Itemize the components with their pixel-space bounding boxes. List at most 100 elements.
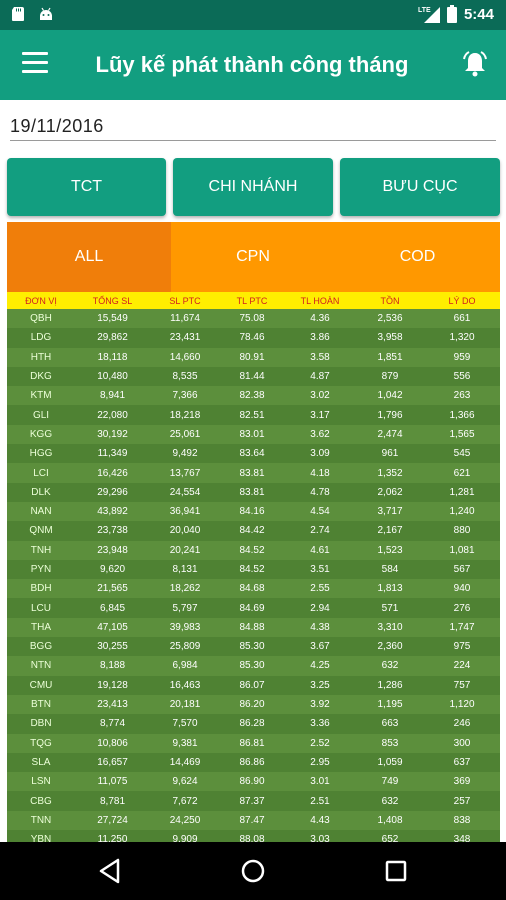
table-row[interactable]: TNN 27,724 24,250 87.47 4.43 1,408 838 bbox=[7, 810, 500, 831]
cell-tl-hoan: 3.01 bbox=[310, 776, 330, 788]
table-row[interactable]: QNM 23,738 20,040 84.42 2.74 2,167 880 bbox=[7, 521, 500, 541]
table-row[interactable]: LCU 6,845 5,797 84.69 2.94 571 276 bbox=[7, 598, 500, 618]
cell-ly-do: 263 bbox=[453, 390, 471, 402]
table-row[interactable]: BDH 21,565 18,262 84.68 2.55 1,813 940 bbox=[7, 579, 500, 599]
cell-tong-sl: 47,105 bbox=[97, 621, 128, 633]
cell-tl-ptc: 84.69 bbox=[239, 602, 265, 614]
cell-unit: QNM bbox=[29, 525, 53, 537]
column-header-don-vi[interactable]: ĐƠN VỊ bbox=[7, 292, 75, 309]
cell-sl-ptc: 14,660 bbox=[169, 351, 201, 363]
cell-tong-sl: 8,188 bbox=[99, 660, 126, 672]
cell-ton: 1,042 bbox=[377, 390, 403, 402]
table-row[interactable]: SLA 16,657 14,469 86.86 2.95 1,059 637 bbox=[7, 752, 500, 773]
table-row[interactable]: KGG 30,192 25,061 83.01 3.62 2,474 1,565 bbox=[7, 424, 500, 445]
cell-tl-ptc: 84.42 bbox=[239, 525, 265, 537]
cell-ton: 2,360 bbox=[377, 641, 403, 653]
cell-ton: 853 bbox=[381, 737, 399, 749]
app-bar: Lũy kế phát thành công tháng bbox=[0, 30, 506, 100]
cell-tl-hoan: 2.95 bbox=[310, 756, 330, 768]
table-row[interactable]: TQG 10,806 9,381 86.81 2.52 853 300 bbox=[7, 733, 500, 753]
cell-ton: 2,536 bbox=[377, 313, 403, 325]
column-header-ton[interactable]: TỒN bbox=[356, 292, 424, 309]
column-header-sl-ptc[interactable]: SL PTC bbox=[150, 292, 220, 309]
table-row[interactable]: THA 47,105 39,983 84.88 4.38 3,310 1,747 bbox=[7, 617, 500, 638]
table-row[interactable]: CBG 8,781 7,672 87.37 2.51 632 257 bbox=[7, 791, 500, 811]
cell-tl-hoan: 3.86 bbox=[310, 332, 330, 344]
cell-ly-do: 1,281 bbox=[449, 486, 475, 498]
cell-tl-ptc: 87.47 bbox=[239, 814, 265, 826]
home-icon[interactable] bbox=[238, 856, 268, 886]
table-row[interactable]: KTM 8,941 7,366 82.38 3.02 1,042 263 bbox=[7, 386, 500, 406]
column-header-tong-sl[interactable]: TỔNG SL bbox=[75, 292, 150, 309]
table-row[interactable]: LCI 16,426 13,767 83.81 4.18 1,352 621 bbox=[7, 463, 500, 483]
tab-cpn[interactable]: CPN bbox=[236, 248, 270, 265]
table-row[interactable]: BGG 30,255 25,809 85.30 3.67 2,360 975 bbox=[7, 637, 500, 657]
table-row[interactable]: NAN 43,892 36,941 84.16 4.54 3,717 1,240 bbox=[7, 501, 500, 522]
table-row[interactable]: TNH 23,948 20,241 84.52 4.61 1,523 1,081 bbox=[7, 540, 500, 560]
table-row[interactable]: DBN 8,774 7,570 86.28 3.36 663 246 bbox=[7, 714, 500, 734]
cell-ton: 1,408 bbox=[377, 814, 403, 826]
tab-all[interactable]: ALL bbox=[7, 222, 171, 292]
cell-sl-ptc: 20,181 bbox=[169, 699, 201, 711]
cell-ly-do: 661 bbox=[453, 313, 471, 325]
cell-tl-ptc: 75.08 bbox=[239, 313, 265, 325]
cell-unit: HTH bbox=[30, 351, 52, 363]
table-row[interactable]: BTN 23,413 20,181 86.20 3.92 1,195 1,120 bbox=[7, 694, 500, 715]
cell-unit: HGG bbox=[29, 448, 53, 460]
report-table-container[interactable]: ĐƠN VỊ TỔNG SL SL PTC TL PTC TL HOÀN TỒN… bbox=[7, 292, 500, 842]
cell-sl-ptc: 11,674 bbox=[170, 313, 200, 325]
tct-button[interactable]: TCT bbox=[7, 158, 166, 216]
cell-tong-sl: 6,845 bbox=[99, 602, 126, 614]
table-row[interactable]: NTN 8,188 6,984 85.30 4.25 632 224 bbox=[7, 656, 500, 676]
cell-tl-ptc: 86.07 bbox=[239, 679, 265, 691]
cell-ton: 3,310 bbox=[377, 621, 403, 633]
cell-ly-do: 1,320 bbox=[449, 332, 475, 344]
cell-ly-do: 1,081 bbox=[449, 544, 475, 556]
cell-ly-do: 545 bbox=[453, 448, 471, 460]
table-row[interactable]: GLI 22,080 18,218 82.51 3.17 1,796 1,366 bbox=[7, 405, 500, 425]
tab-cod[interactable]: COD bbox=[399, 248, 436, 265]
cell-tl-hoan: 4.18 bbox=[310, 467, 330, 479]
column-header-ly-do[interactable]: LÝ DO bbox=[424, 292, 500, 309]
table-row[interactable]: CMU 19,128 16,463 86.07 3.25 1,286 757 bbox=[7, 675, 500, 695]
page-title: Lũy kế phát thành công tháng bbox=[95, 52, 409, 77]
cell-tl-ptc: 84.68 bbox=[239, 583, 265, 595]
table-row[interactable]: DKG 10,480 8,535 81.44 4.87 879 556 bbox=[7, 366, 500, 387]
report-table: ĐƠN VỊ TỔNG SL SL PTC TL PTC TL HOÀN TỒN… bbox=[7, 292, 500, 842]
cell-unit: SLA bbox=[31, 756, 51, 768]
cell-tl-ptc: 87.37 bbox=[239, 795, 265, 807]
table-row[interactable]: PYN 9,620 8,131 84.52 3.51 584 567 bbox=[7, 559, 500, 580]
table-row[interactable]: YBN 11,250 9,909 88.08 3.03 652 348 bbox=[7, 830, 500, 842]
menu-icon[interactable] bbox=[22, 52, 48, 74]
table-row[interactable]: DLK 29,296 24,554 83.81 4.78 2,062 1,281 bbox=[7, 482, 500, 502]
table-row[interactable]: HGG 11,349 9,492 83.64 3.09 961 545 bbox=[7, 444, 500, 464]
cell-ly-do: 757 bbox=[453, 679, 471, 691]
cell-tl-hoan: 2.74 bbox=[310, 525, 330, 537]
cell-tl-ptc: 78.46 bbox=[239, 332, 265, 344]
cell-tl-ptc: 83.81 bbox=[239, 467, 265, 479]
chi-nhanh-button[interactable]: CHI NHÁNH bbox=[173, 158, 333, 216]
cell-ly-do: 276 bbox=[453, 602, 471, 614]
cell-tl-hoan: 2.51 bbox=[310, 795, 330, 807]
cell-tl-ptc: 86.90 bbox=[239, 776, 265, 788]
table-row[interactable]: LSN 11,075 9,624 86.90 3.01 749 369 bbox=[7, 772, 500, 792]
android-icon bbox=[40, 7, 52, 20]
cell-tong-sl: 23,738 bbox=[97, 525, 128, 537]
cell-ton: 3,717 bbox=[377, 506, 403, 518]
cell-tong-sl: 10,806 bbox=[97, 737, 128, 749]
bell-icon[interactable] bbox=[460, 49, 490, 79]
back-icon[interactable] bbox=[96, 856, 126, 886]
cell-unit: PYN bbox=[30, 564, 52, 575]
cell-unit: TQG bbox=[30, 737, 52, 749]
cell-sl-ptc: 25,809 bbox=[169, 641, 201, 653]
column-header-tl-hoan[interactable]: TL HOÀN bbox=[284, 292, 356, 309]
cell-ly-do: 224 bbox=[453, 660, 471, 672]
table-row[interactable]: LDG 29,862 23,431 78.46 3.86 3,958 1,320 bbox=[7, 328, 500, 348]
buu-cuc-button[interactable]: BƯU CỤC bbox=[340, 158, 500, 216]
date-input[interactable] bbox=[10, 112, 496, 141]
cell-tong-sl: 29,296 bbox=[97, 486, 128, 498]
recents-icon[interactable] bbox=[381, 856, 411, 886]
table-row[interactable]: QBH 15,549 11,674 75.08 4.36 2,536 661 bbox=[7, 309, 500, 329]
column-header-tl-ptc[interactable]: TL PTC bbox=[220, 292, 284, 309]
table-row[interactable]: HTH 18,118 14,660 80.91 3.58 1,851 959 bbox=[7, 347, 500, 367]
